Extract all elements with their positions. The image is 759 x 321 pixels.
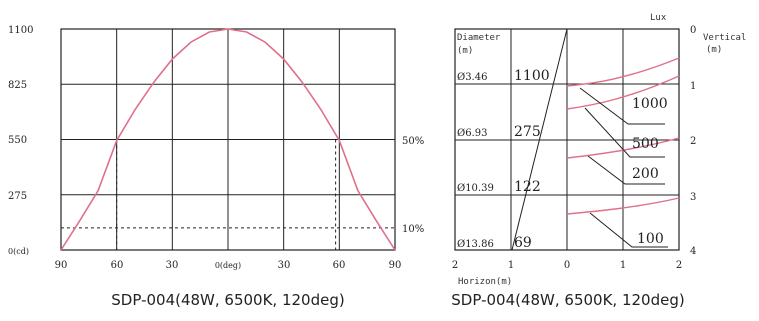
x-tick-label: 2 [676,260,682,271]
x-tick-label: 0 [564,260,570,271]
row-diameter: Ø10.39 [457,183,494,194]
row-lux: 275 [514,124,541,140]
illuminance-diagram: 1000 500 200 100 Diameter (m) Lux Vertic… [451,13,746,309]
x-tick-label: 2 [452,260,458,271]
x-tick-label: 1 [620,260,626,271]
contour-line-500 [566,75,680,110]
row-diameter: Ø13.86 [457,239,494,250]
gridlines [61,29,395,250]
reference-lines [61,139,395,250]
contour-label: 200 [632,166,659,182]
row-lux: 69 [514,235,532,251]
y-tick-label: 1 [690,81,696,92]
contour-label: 100 [637,231,664,247]
contour-label: 1000 [632,96,668,112]
percent-label: 50% [402,136,424,147]
contour-label: 500 [632,136,659,152]
y-tick-label: 275 [8,191,27,202]
x-tick-label: 60 [333,260,346,271]
series-line-candela [60,28,396,251]
diagram-caption: SDP-004(48W, 6500K, 120deg) [451,291,684,309]
header-vertical: Vertical [703,33,746,43]
x-tick-label: 1 [508,260,514,271]
y-tick-label: 0(cd) [8,247,29,256]
x-tick-label: 90 [55,260,68,271]
x-tick-label: 90 [389,260,402,271]
y-tick-label: 550 [8,135,27,146]
percent-label: 10% [402,224,424,235]
y-tick-label: 1100 [8,25,33,36]
x-tick-label: 0(deg) [215,261,241,270]
contour-line-200 [566,137,680,159]
y-tick-label: 3 [690,192,696,203]
leader-line [579,87,665,125]
header-vertical-unit: (m) [706,45,722,55]
header-lux: Lux [650,13,667,23]
header-diameter-unit: (m) [457,46,473,56]
chart-caption: SDP-004(48W, 6500K, 120deg) [111,291,344,309]
x-tick-label: 30 [166,260,179,271]
x-axis-label: Horizon(m) [458,277,512,287]
y-tick-label: 4 [690,246,696,257]
x-tick-label: 60 [111,260,124,271]
y-tick-label: 0 [690,25,696,36]
leader-line [587,155,665,185]
row-lux: 122 [514,179,541,195]
row-diameter: Ø6.93 [457,128,487,139]
row-diameter: Ø3.46 [457,72,487,83]
y-tick-label: 2 [690,136,696,147]
candela-chart: 1100 825 550 275 0(cd) 90 60 30 0(deg) 3… [8,25,424,309]
beam-edge-line [511,28,568,251]
y-tick-label: 825 [8,80,27,91]
contour-line-1000 [566,57,680,87]
row-lux: 1100 [514,68,550,84]
leader-line [589,212,668,248]
contour-line-100 [566,197,680,215]
header-diameter: Diameter [457,33,501,43]
leader-line [584,107,665,158]
x-tick-label: 30 [278,260,291,271]
